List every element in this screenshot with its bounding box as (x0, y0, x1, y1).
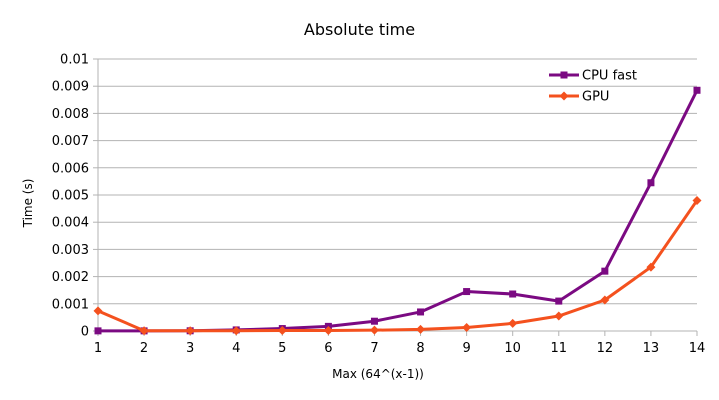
data-point-cpu-fast (601, 267, 609, 275)
data-point-cpu-fast (647, 179, 655, 187)
x-tick-label: 9 (462, 341, 470, 356)
data-point-cpu-fast (509, 290, 517, 298)
x-tick-label: 8 (416, 341, 424, 356)
y-tick-labels: 0 0.001 0.002 0.003 0.004 0.005 0.006 0.007 0.00… (52, 53, 89, 340)
data-point-gpu (646, 262, 656, 272)
data-point-gpu (600, 295, 610, 305)
data-point-gpu (369, 325, 379, 335)
data-point-gpu (462, 322, 472, 332)
data-point-cpu-fast (463, 288, 471, 296)
data-point-cpu-fast (370, 317, 378, 325)
legend-marker-gpu (559, 91, 569, 101)
x-tick-label: 5 (278, 341, 286, 356)
x-tick-label: 10 (504, 341, 521, 356)
y-tick-label: 0.008 (52, 107, 89, 122)
data-point-gpu (692, 195, 702, 205)
data-point-cpu-fast (555, 297, 563, 305)
y-tick-label: 0.001 (52, 297, 89, 312)
x-tick-label: 7 (370, 341, 378, 356)
data-point-gpu (323, 325, 333, 335)
x-tick-labels: 1 2 3 4 5 6 7 8 9 10 11 12 13 14 (94, 341, 705, 356)
x-tick-label: 12 (597, 341, 614, 356)
x-tick-label: 3 (186, 341, 194, 356)
y-tick-label: 0.002 (52, 270, 89, 285)
series-line-gpu (97, 199, 699, 333)
chart-title: Absolute time (304, 20, 415, 39)
legend-label-gpu: GPU (582, 90, 609, 105)
y-axis-label: Time (s) (21, 179, 35, 229)
x-tick-label: 11 (550, 341, 567, 356)
y-tick-label: 0 (81, 325, 89, 340)
x-tick-label: 4 (232, 341, 240, 356)
x-tick-label: 13 (643, 341, 660, 356)
x-tick-label: 2 (140, 341, 148, 356)
data-point-gpu (416, 324, 426, 334)
data-point-cpu-fast (417, 308, 425, 316)
x-tick-label: 14 (689, 341, 706, 356)
y-tick-label: 0.007 (52, 134, 89, 149)
data-point-gpu (277, 325, 287, 335)
x-tick-label: 1 (94, 341, 102, 356)
grid-lines (98, 58, 697, 305)
data-point-gpu (185, 326, 195, 336)
legend-label-cpu-fast: CPU fast (582, 69, 637, 84)
legend: CPU fast GPU (549, 69, 637, 105)
y-tick-label: 0.01 (60, 53, 89, 68)
y-tick-label: 0.009 (52, 80, 89, 95)
y-tick-label: 0.006 (52, 161, 89, 176)
data-point-gpu (554, 311, 564, 321)
legend-marker-cpu-fast (560, 71, 568, 79)
x-axis-label: Max (64^(x-1)) (332, 367, 424, 381)
series-line-cpu-fast (98, 89, 699, 333)
y-tick-label: 0.004 (52, 216, 89, 231)
x-tick-label: 6 (324, 341, 332, 356)
data-point-gpu (93, 306, 103, 316)
data-point-gpu (508, 318, 518, 328)
y-tick-label: 0.003 (52, 243, 89, 258)
y-tick-label: 0.005 (52, 189, 89, 204)
data-point-gpu (139, 326, 149, 336)
data-point-gpu (231, 326, 241, 336)
data-point-cpu-fast (94, 327, 102, 335)
series-lines (93, 86, 702, 336)
data-point-cpu-fast (693, 86, 701, 94)
